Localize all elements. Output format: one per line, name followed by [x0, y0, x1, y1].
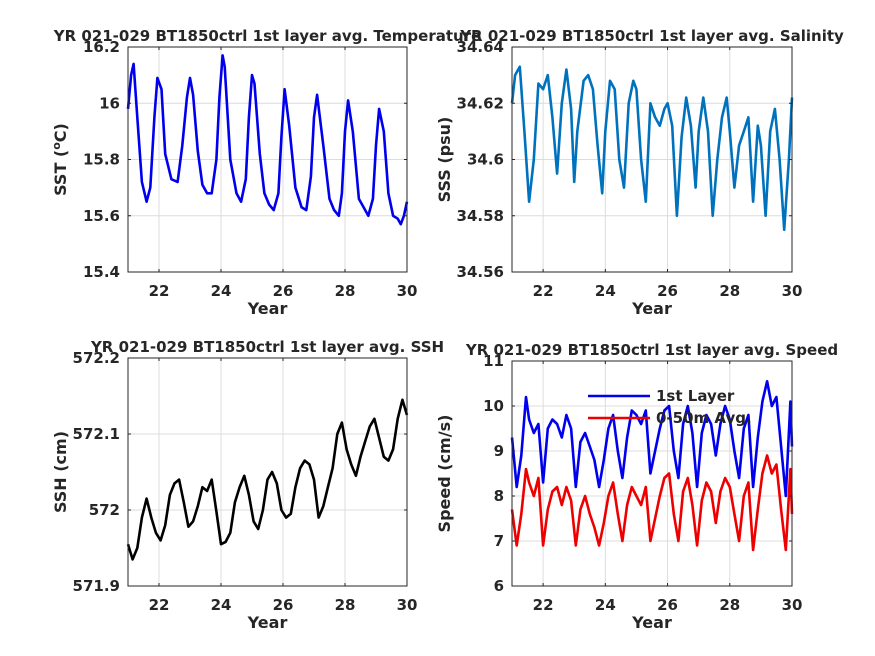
x-tick-label: 26	[657, 596, 678, 614]
y-tick-label: 6	[494, 577, 504, 595]
plot-frame	[511, 360, 793, 587]
y-tick-label: 15.4	[83, 263, 120, 281]
legend-label: 0-50m Avg.	[656, 409, 752, 427]
series-line-1	[126, 54, 409, 226]
chart-4: 22 24 26 28 30 6 7 8 9 10 11 Year Speed (cm/s) YR 021…	[435, 341, 838, 632]
chart-2: 22 24 26 28 30 34.56 34.58 34.6 34.62 34.64 Year SS…	[435, 27, 844, 318]
x-tick-label: 22	[149, 596, 170, 614]
x-tick-label: 22	[533, 282, 554, 300]
y-tick-label: 7	[494, 532, 504, 550]
y-tick-label: 16	[99, 94, 120, 112]
chart-title: YR 021-029 BT1850ctrl 1st layer avg. SSH	[90, 338, 444, 356]
series-line-1	[510, 65, 794, 232]
y-tick-label: 571.9	[73, 577, 120, 595]
chart-1: 22 24 26 28 30 15.4 15.6 15.8 16 16.2 Year SST (oC)…	[50, 27, 481, 318]
chart-title: YR 021-029 BT1850ctrl 1st layer avg. Tem…	[53, 27, 482, 45]
x-tick-label: 22	[533, 596, 554, 614]
y-axis-label: SSH (cm)	[51, 431, 70, 513]
y-tick-label: 11	[483, 352, 504, 370]
x-axis-label: Year	[631, 613, 672, 632]
x-axis-label: Year	[247, 299, 288, 318]
plot-frame	[127, 357, 408, 587]
x-axis-label: Year	[247, 613, 288, 632]
y-tick-label: 34.64	[457, 38, 504, 56]
series-line-1	[510, 380, 794, 498]
legend-label: 1st Layer	[656, 387, 735, 405]
x-axis-label: Year	[631, 299, 672, 318]
chart-title: YR 021-029 BT1850ctrl 1st layer avg. Sal…	[459, 27, 844, 45]
y-axis-label: SST (oC)	[50, 123, 70, 196]
x-tick-label: 28	[719, 596, 740, 614]
y-tick-label: 8	[494, 487, 504, 505]
y-tick-label: 10	[483, 397, 504, 415]
y-tick-label: 572	[89, 501, 120, 519]
x-tick-label: 28	[335, 596, 356, 614]
y-tick-label: 572.1	[73, 425, 120, 443]
x-tick-label: 28	[719, 282, 740, 300]
x-tick-label: 26	[273, 596, 294, 614]
x-tick-label: 24	[595, 596, 616, 614]
chart-title: YR 021-029 BT1850ctrl 1st layer avg. Spe…	[465, 341, 838, 359]
y-tick-label: 15.6	[83, 207, 120, 225]
y-tick-label: 9	[494, 442, 504, 460]
chart-3: 22 24 26 28 30 571.9 572 572.1 572.2 Year SSH (cm)…	[51, 338, 444, 632]
y-tick-label: 572.2	[73, 349, 120, 367]
x-tick-label: 30	[397, 596, 418, 614]
x-tick-label: 30	[397, 282, 418, 300]
y-tick-label: 16.2	[83, 38, 120, 56]
x-tick-label: 22	[149, 282, 170, 300]
series-line-2	[510, 454, 794, 552]
y-axis-label: SSS (psu)	[435, 117, 454, 203]
x-tick-label: 24	[595, 282, 616, 300]
x-tick-label: 30	[782, 596, 803, 614]
x-tick-label: 28	[335, 282, 356, 300]
y-tick-label: 34.6	[467, 151, 504, 169]
x-tick-label: 24	[211, 596, 232, 614]
x-tick-label: 26	[657, 282, 678, 300]
x-tick-label: 30	[782, 282, 803, 300]
series-line-1	[126, 398, 409, 561]
y-tick-label: 34.56	[457, 263, 504, 281]
y-tick-label: 34.58	[457, 207, 504, 225]
y-tick-label: 15.8	[83, 151, 120, 169]
y-axis-label: Speed (cm/s)	[435, 415, 454, 533]
x-tick-label: 26	[273, 282, 294, 300]
y-tick-label: 34.62	[457, 94, 504, 112]
x-tick-label: 24	[211, 282, 232, 300]
